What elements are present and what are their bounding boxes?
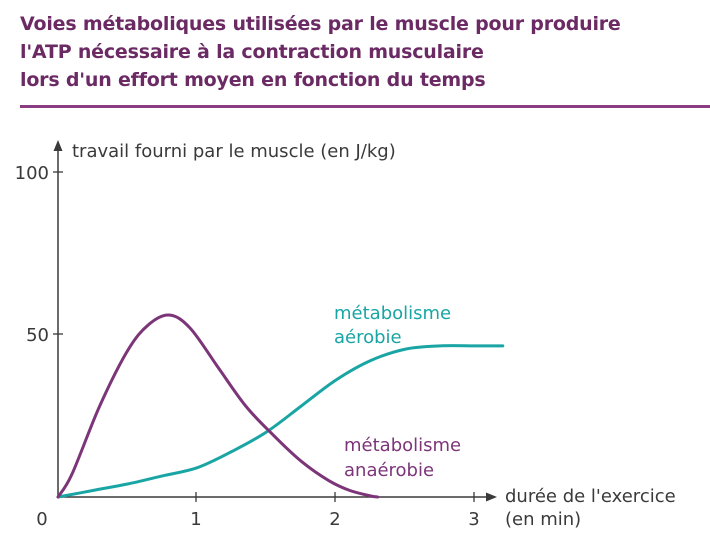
series-anaerobic-line <box>56 313 380 499</box>
x-tick-label-2: 2 <box>329 509 340 530</box>
title-line-1: Voies métaboliques utilisées par le musc… <box>20 13 621 35</box>
x-tick-label-1: 1 <box>190 509 201 530</box>
series-label-aerobic-line-1: métabolisme <box>334 303 451 324</box>
title-line-2: l'ATP nécessaire à la contraction muscul… <box>20 41 484 63</box>
x-axis-label-line-1: durée de l'exercice <box>505 486 676 507</box>
origin-label: 0 <box>36 509 47 530</box>
y-axis-arrow <box>53 140 63 151</box>
title-divider <box>20 105 710 108</box>
x-axis-label-line-2: (en min) <box>505 509 581 530</box>
series-label-aerobic-line-2: aérobie <box>334 327 402 348</box>
y-tick-label-100: 100 <box>15 163 49 184</box>
series-aerobic-line <box>56 344 505 499</box>
series-label-anaerobic-line-1: métabolisme <box>344 435 461 456</box>
chart-title: Voies métaboliques utilisées par le musc… <box>20 10 710 94</box>
x-tick-label-3: 3 <box>468 509 479 530</box>
title-line-3: lors d'un effort moyen en fonction du te… <box>20 69 486 91</box>
x-axis-arrow <box>486 492 497 502</box>
series-label-anaerobic-line-2: anaérobie <box>344 460 434 481</box>
y-tick-label-50: 50 <box>26 325 49 346</box>
y-axis-label: travail fourni par le muscle (en J/kg) <box>72 141 396 162</box>
